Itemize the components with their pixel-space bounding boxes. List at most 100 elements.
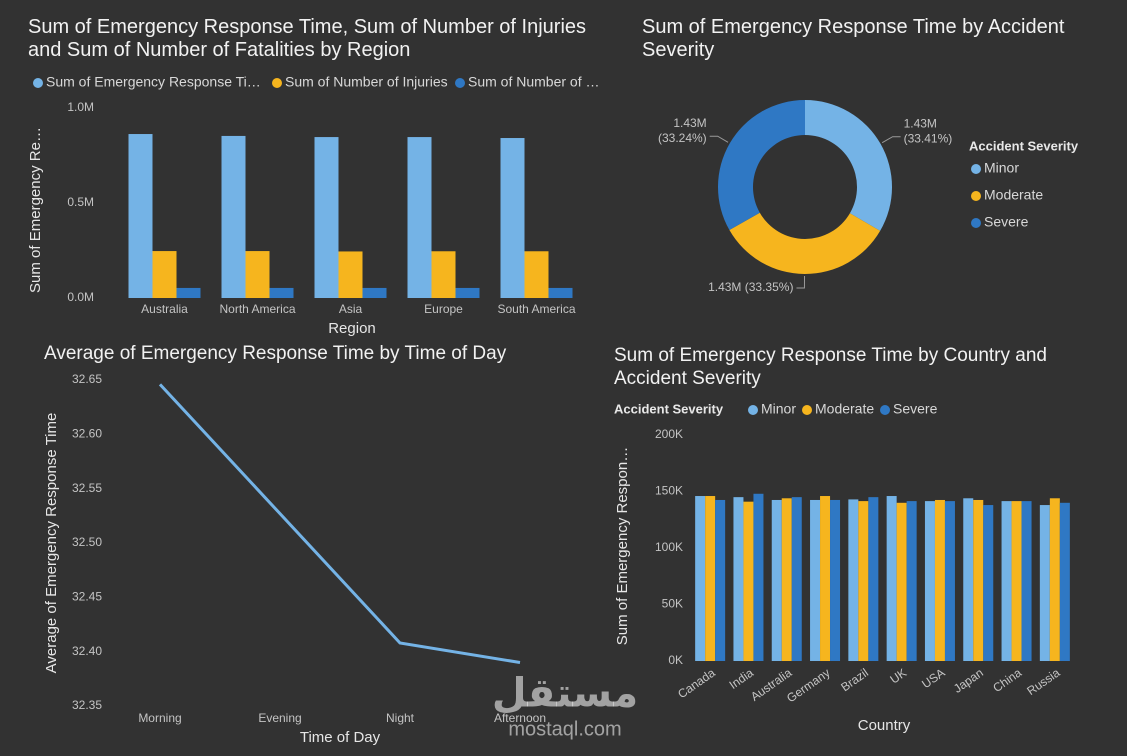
x-tick-label: India (727, 665, 757, 692)
legend-marker (971, 218, 981, 228)
x-tick-label: Night (386, 711, 415, 725)
y-tick-label: 32.65 (72, 372, 102, 386)
x-tick-label: Brazil (838, 666, 871, 695)
legend-marker (33, 78, 43, 88)
bar (743, 501, 754, 661)
x-axis-title: Time of Day (300, 729, 381, 746)
x-tick-label: UK (888, 666, 910, 687)
data-label: 1.43M (33.41%) (904, 117, 953, 146)
y-tick-label: 100K (655, 540, 683, 554)
bar (176, 287, 201, 298)
bar (152, 251, 177, 298)
leader-line (709, 135, 729, 143)
bar (906, 501, 917, 661)
chart-title: Sum of Emergency Response Time by Accide… (642, 16, 1065, 61)
bar (705, 496, 716, 661)
bar (771, 499, 782, 661)
bar (781, 498, 792, 661)
bar (868, 497, 879, 661)
bar (934, 499, 945, 661)
x-tick-label: Japan (951, 666, 986, 696)
bar (362, 287, 387, 298)
leader-line (796, 275, 806, 289)
x-axis-title: Region (328, 320, 376, 337)
bar (963, 498, 974, 661)
bar (820, 496, 831, 661)
y-tick-label: 32.35 (72, 698, 102, 712)
bar (830, 499, 841, 661)
bar (924, 501, 935, 661)
y-tick-label: 0.5M (67, 195, 94, 209)
legend-label: Moderate (984, 187, 1043, 203)
legend-title: Accident Severity (969, 138, 1079, 153)
bar (973, 499, 984, 661)
watermark: mostaql.com (508, 718, 621, 740)
chart-title: Sum of Emergency Response Time, Sum of N… (28, 16, 587, 61)
legend-marker (880, 405, 890, 415)
bar (1021, 501, 1032, 661)
bar (407, 137, 432, 298)
data-label: 1.43M (33.35%) (708, 280, 793, 294)
bar (431, 251, 456, 298)
y-tick-label: 32.40 (72, 644, 102, 658)
chart-title: Average of Emergency Response Time by Ti… (44, 343, 507, 364)
y-axis-title: Sum of Emergency Re… (27, 127, 44, 293)
legend-title: Accident Severity (614, 401, 724, 416)
bar (314, 137, 339, 298)
bar (983, 505, 994, 661)
legend-label: Moderate (815, 401, 874, 417)
y-axis-title: Sum of Emergency Respon… (614, 447, 631, 645)
bar (1001, 501, 1012, 661)
y-tick-label: 32.45 (72, 590, 102, 604)
bar (1011, 501, 1022, 661)
x-tick-label: South America (497, 302, 575, 316)
bar (221, 135, 246, 298)
y-tick-label: 32.60 (72, 427, 102, 441)
line (158, 383, 521, 665)
x-tick-label: North America (219, 302, 295, 316)
legend-label: Minor (984, 160, 1019, 176)
y-tick-label: 32.50 (72, 535, 102, 549)
data-label: 1.43M (33.24%) (658, 116, 707, 145)
y-tick-label: 50K (662, 597, 683, 611)
bar (715, 499, 726, 661)
x-tick-label: Australia (141, 302, 188, 316)
x-tick-label: USA (919, 666, 947, 692)
legend-label: Minor (761, 401, 796, 417)
bar (1059, 502, 1070, 661)
bar (524, 251, 549, 298)
bar (1039, 505, 1050, 661)
bar (1049, 498, 1060, 661)
y-tick-label: 1.0M (67, 100, 94, 114)
legend-marker (455, 78, 465, 88)
y-tick-label: 150K (655, 484, 683, 498)
bar (810, 499, 821, 661)
bar (791, 497, 802, 661)
bar (548, 287, 573, 298)
legend-label: Sum of Number of … (468, 74, 600, 90)
bar (500, 138, 525, 298)
bar (269, 287, 294, 298)
bar (753, 493, 764, 661)
bar (338, 251, 363, 298)
legend-label: Sum of Number of Injuries (285, 74, 448, 90)
legend-label: Severe (893, 401, 938, 417)
legend-marker (272, 78, 282, 88)
y-tick-label: 0.0M (67, 290, 94, 304)
bar (886, 496, 897, 661)
legend-marker (971, 164, 981, 174)
x-tick-label: Europe (424, 302, 463, 316)
bar (944, 501, 955, 661)
bar (695, 496, 706, 661)
legend-marker (802, 405, 812, 415)
y-tick-label: 0K (668, 653, 683, 667)
x-tick-label: Russia (1024, 665, 1062, 698)
bar (858, 501, 869, 661)
x-tick-label: Afternoon (494, 711, 546, 725)
bar (896, 502, 907, 661)
bar (455, 287, 480, 298)
donut-slice (718, 100, 805, 231)
legend-label: Sum of Emergency Response Ti… (46, 74, 261, 90)
donut-slice (729, 212, 881, 274)
